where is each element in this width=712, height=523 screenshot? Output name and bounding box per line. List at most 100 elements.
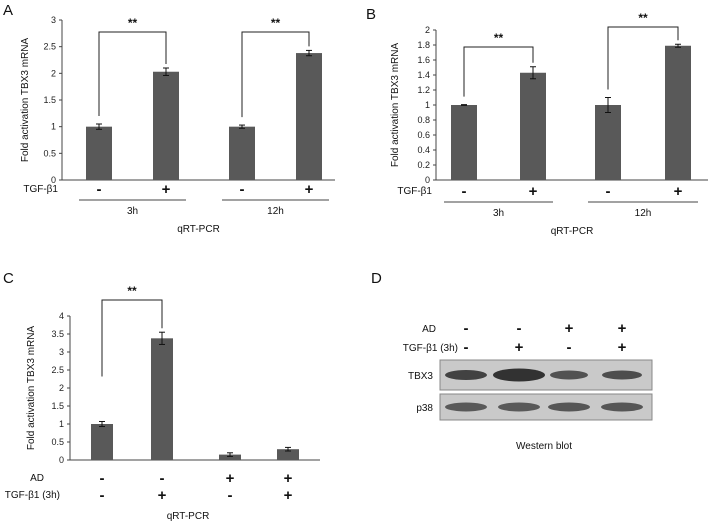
row-label-tgf-c: TGF-β1 (3h) [5, 490, 60, 501]
y-axis-label-b: Fold activation TBX3 mRNA [390, 43, 401, 168]
blot-band [445, 402, 487, 412]
blot-row-label-ad: AD [422, 324, 436, 335]
y-tick-label-b: 0.6 [417, 130, 430, 140]
blot-row-label-tgf: TGF-β1 (3h) [403, 343, 458, 354]
y-tick-label-b: 1.6 [417, 55, 430, 65]
y-tick-label-a: 1 [51, 122, 56, 132]
panel-label-a: A [3, 2, 13, 19]
blot-band [602, 370, 642, 380]
significance-label-b: ** [494, 31, 504, 45]
y-tick-label-b: 1.2 [417, 85, 430, 95]
ad-sign-c: + [226, 470, 235, 487]
x-axis-label-a: qRT-PCR [177, 224, 220, 235]
y-tick-label-a: 0.5 [43, 148, 56, 158]
ad-sign-c: - [100, 470, 105, 487]
significance-label-c: ** [127, 284, 137, 298]
y-tick-label-a: 2.5 [43, 42, 56, 52]
ad-sign-c: + [284, 470, 293, 487]
significance-bracket-c [101, 299, 163, 377]
sign-b: + [674, 183, 683, 200]
ad-sign-c: - [160, 470, 165, 487]
y-tick-label-b: 1 [425, 100, 430, 110]
blot-band [548, 402, 590, 412]
sign-b: + [529, 183, 538, 200]
sign-b: - [462, 183, 467, 200]
y-tick-label-a: 1.5 [43, 95, 56, 105]
y-tick-label-c: 1.5 [51, 401, 64, 411]
y-tick-label-c: 4 [59, 311, 64, 321]
significance-bracket-b [607, 26, 679, 90]
x-axis-label-c: qRT-PCR [167, 511, 210, 522]
y-tick-label-c: 3.5 [51, 329, 64, 339]
tgf-sign-c: + [284, 487, 293, 504]
y-tick-label-c: 1 [59, 419, 64, 429]
blot-ad-sign: + [565, 320, 574, 337]
blot-tgf-sign: + [515, 339, 524, 356]
group-label-b: 12h [635, 208, 652, 219]
bar-b [665, 45, 691, 180]
tgf-sign-c: + [158, 487, 167, 504]
group-label-b: 3h [493, 208, 504, 219]
group-label-a: 12h [267, 206, 284, 217]
tgf-sign-c: - [228, 487, 233, 504]
blot-band [445, 370, 487, 380]
significance-bracket-b [463, 46, 534, 97]
x-axis-label-b: qRT-PCR [551, 226, 594, 237]
panel-label-d: D [371, 270, 382, 287]
blot-band [498, 402, 540, 412]
blot-band [493, 368, 545, 382]
significance-bracket-a [98, 31, 167, 116]
y-tick-label-b: 0.2 [417, 160, 430, 170]
y-tick-label-c: 2.5 [51, 365, 64, 375]
y-tick-label-c: 0 [59, 455, 64, 465]
bar-b [595, 105, 621, 180]
sign-a: - [240, 181, 245, 198]
bar-c [219, 454, 241, 460]
bar-c [91, 424, 113, 460]
significance-label-b: ** [638, 11, 648, 25]
bar-a [153, 71, 179, 180]
significance-label-a: ** [128, 16, 138, 30]
y-tick-label-c: 2 [59, 383, 64, 393]
y-axis-label-c: Fold activation TBX3 mRNA [26, 326, 37, 451]
bar-b [451, 105, 477, 180]
y-axis-label-a: Fold activation TBX3 mRNA [20, 38, 31, 163]
blot-tgf-sign: - [567, 339, 572, 356]
y-tick-label-a: 3 [51, 15, 56, 25]
tgf-sign-c: - [100, 487, 105, 504]
y-tick-label-a: 0 [51, 175, 56, 185]
blot-ad-sign: + [618, 320, 627, 337]
bar-c [151, 338, 173, 460]
blot-ad-sign: - [517, 320, 522, 337]
row-label-a: TGF-β1 [23, 184, 58, 195]
y-tick-label-b: 0.4 [417, 145, 430, 155]
row-label-ad-c: AD [30, 473, 44, 484]
sign-b: - [606, 183, 611, 200]
blot-ad-sign: - [464, 320, 469, 337]
y-tick-label-c: 3 [59, 347, 64, 357]
bar-a [229, 126, 255, 180]
panel-label-b: B [366, 6, 376, 23]
sign-a: + [162, 181, 171, 198]
blot-band-label: TBX3 [408, 371, 433, 382]
y-tick-label-b: 0 [425, 175, 430, 185]
sign-a: - [97, 181, 102, 198]
bar-a [86, 126, 112, 180]
blot-band [601, 402, 643, 412]
significance-bracket-a [241, 31, 310, 118]
y-tick-label-b: 1.4 [417, 70, 430, 80]
sign-a: + [305, 181, 314, 198]
significance-label-a: ** [271, 16, 281, 30]
y-tick-label-b: 2 [425, 25, 430, 35]
blot-tgf-sign: - [464, 339, 469, 356]
group-label-a: 3h [127, 206, 138, 217]
blot-tgf-sign: + [618, 339, 627, 356]
bar-c [277, 449, 299, 460]
panel-label-c: C [3, 270, 14, 287]
blot-band [550, 370, 588, 380]
bar-b [520, 72, 546, 180]
y-tick-label-b: 1.8 [417, 40, 430, 50]
row-label-b: TGF-β1 [397, 186, 432, 197]
y-tick-label-b: 0.8 [417, 115, 430, 125]
